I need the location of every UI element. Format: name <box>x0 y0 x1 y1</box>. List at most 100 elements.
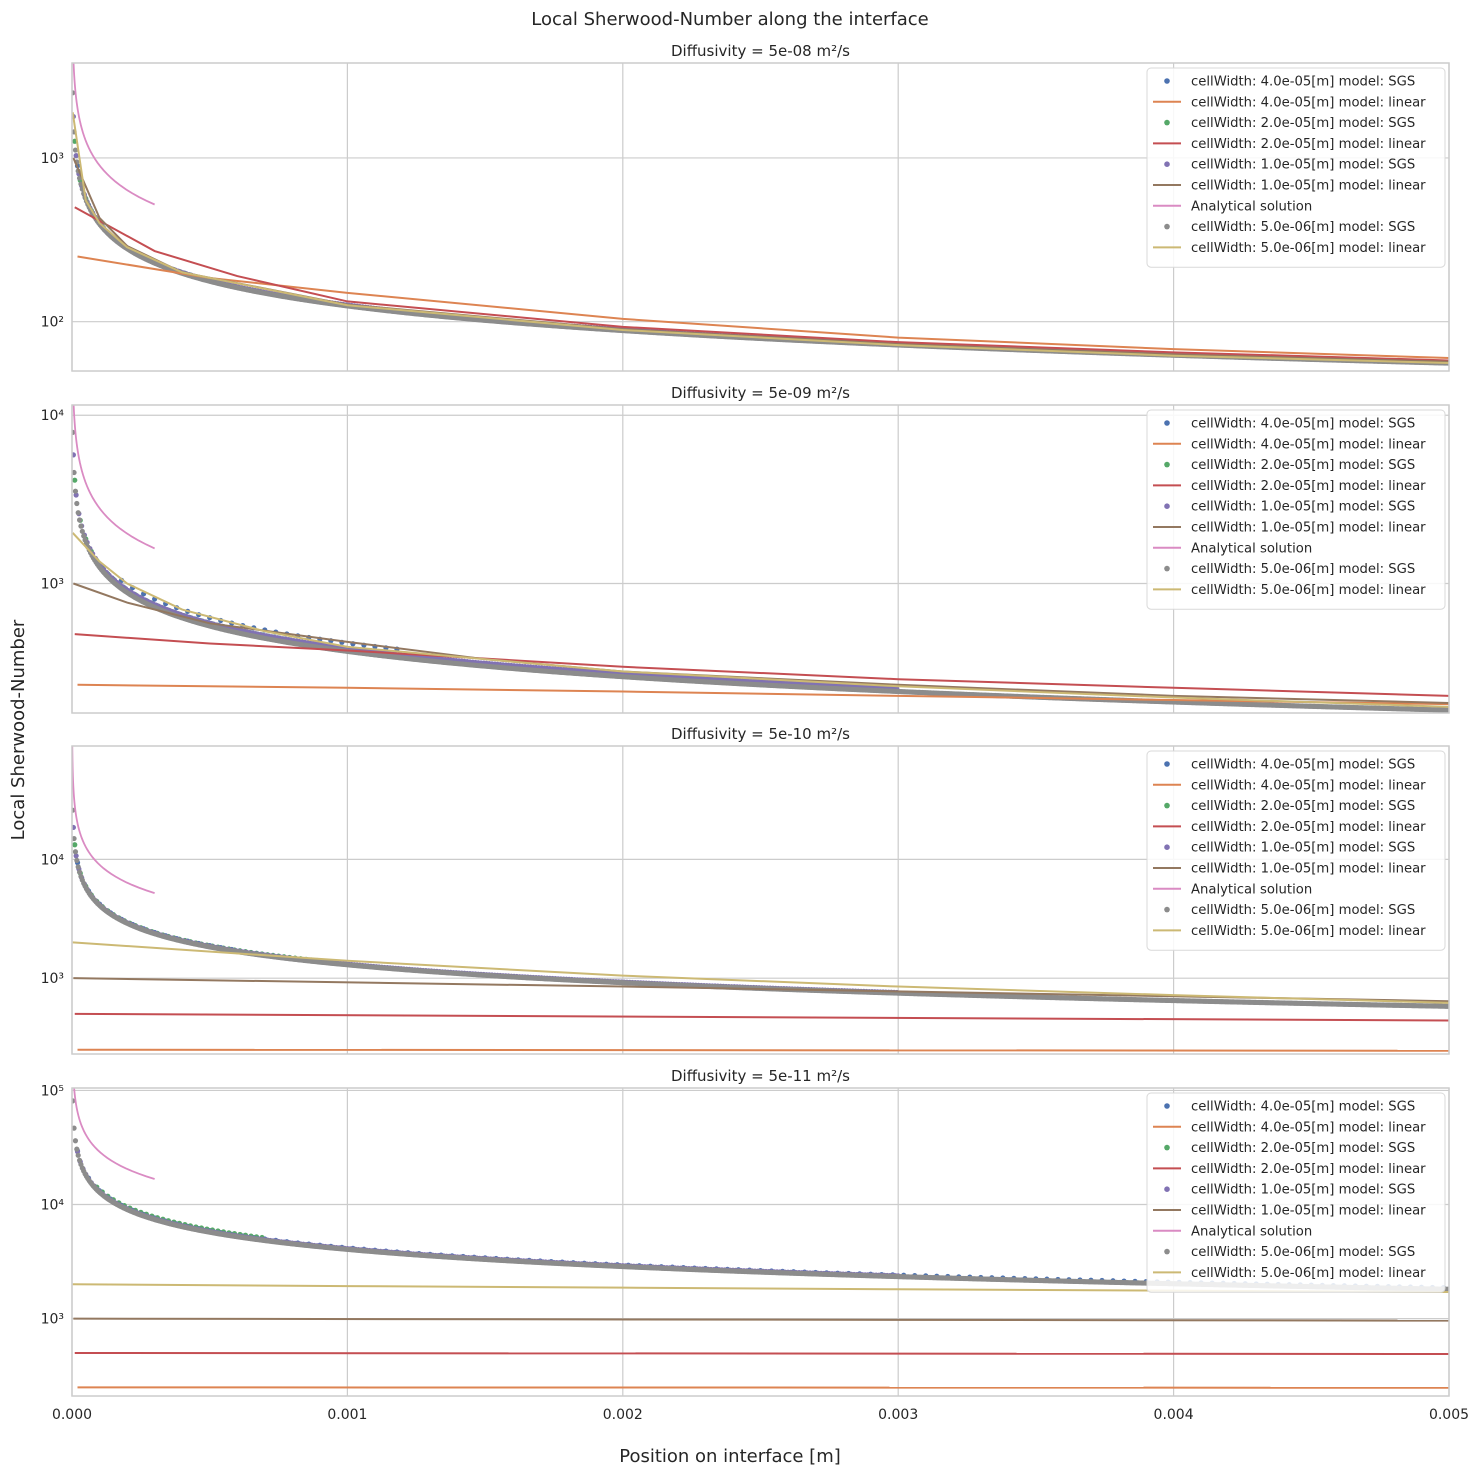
plot-area <box>72 63 1449 366</box>
marker-point <box>72 835 77 842</box>
y-axis-label: Local Sherwood-Number <box>8 619 29 840</box>
legend-label: cellWidth: 1.0e-05[m] model: linear <box>1191 521 1426 536</box>
legend-marker <box>1164 78 1170 84</box>
legend-marker <box>1164 420 1170 426</box>
axes-frame <box>71 62 1450 372</box>
legend-box <box>1146 67 1446 268</box>
legend-box <box>1146 409 1446 610</box>
y-tick-label: 10⁵ <box>41 1083 64 1099</box>
legend-marker <box>1164 844 1170 850</box>
series-markers <box>72 452 900 692</box>
legend-label: Analytical solution <box>1191 199 1312 214</box>
legend-marker <box>1164 761 1170 767</box>
panel-3: Diffusivity = 5e-10 m²/s10³10⁴cellWidth:… <box>41 725 1450 1055</box>
legend-marker <box>1164 906 1170 913</box>
x-axis-label: Position on interface [m] <box>619 1446 841 1467</box>
legend-marker <box>1164 503 1170 510</box>
series-line <box>72 112 1449 364</box>
series-line <box>72 941 1449 1004</box>
marker-point <box>1445 707 1449 713</box>
axes-frame <box>71 404 1450 714</box>
marker-point <box>1445 1003 1449 1009</box>
plot-area <box>72 746 1449 1052</box>
legend-label: cellWidth: 2.0e-05[m] model: SGS <box>1191 116 1415 131</box>
marker-point <box>75 510 81 516</box>
legend-label: cellWidth: 2.0e-05[m] model: SGS <box>1191 799 1415 814</box>
legend-label: cellWidth: 5.0e-06[m] model: SGS <box>1191 562 1415 577</box>
series-markers <box>72 824 900 996</box>
marker-point <box>74 500 80 507</box>
series-line <box>73 977 1449 1003</box>
legend-label: cellWidth: 4.0e-05[m] model: SGS <box>1191 417 1415 432</box>
legend-marker <box>1164 223 1170 230</box>
legend: cellWidth: 4.0e-05[m] model: SGS cellWidt… <box>1146 750 1446 951</box>
marker-point <box>75 864 81 870</box>
y-tick-label: 10³ <box>41 576 64 592</box>
legend-label: cellWidth: 5.0e-06[m] model: linear <box>1191 583 1426 598</box>
series-markers <box>72 429 1449 713</box>
legend-label: cellWidth: 2.0e-05[m] model: SGS <box>1191 458 1415 473</box>
legend-marker <box>1164 461 1170 468</box>
legend-label: cellWidth: 5.0e-06[m] model: linear <box>1191 924 1426 939</box>
series-line <box>74 633 1449 697</box>
y-tick-label: 10⁴ <box>41 408 65 424</box>
marker-point <box>81 533 87 539</box>
marker-point <box>72 488 79 494</box>
legend-label: cellWidth: 5.0e-06[m] model: SGS <box>1191 220 1415 235</box>
marker-point <box>72 1125 77 1131</box>
marker-point <box>75 1152 81 1158</box>
marker-point <box>72 842 78 848</box>
y-tick-label: 10² <box>41 315 64 331</box>
legend-label: cellWidth: 1.0e-05[m] model: SGS <box>1191 841 1415 856</box>
legend-label: cellWidth: 2.0e-05[m] model: linear <box>1191 479 1426 494</box>
legend-label: cellWidth: 4.0e-05[m] model: linear <box>1191 437 1426 452</box>
panel-title: Diffusivity = 5e-11 m²/s <box>671 1067 850 1085</box>
legend-marker <box>1164 119 1170 126</box>
y-tick-label: 10³ <box>41 151 64 167</box>
series-markers <box>72 807 1449 1009</box>
series-line <box>77 1048 1449 1052</box>
legend-marker <box>1164 802 1170 809</box>
legend-label: cellWidth: 5.0e-06[m] model: linear <box>1191 241 1426 256</box>
marker-point <box>79 528 85 534</box>
legend-label: cellWidth: 4.0e-05[m] model: SGS <box>1191 758 1415 773</box>
series-markers <box>72 113 900 347</box>
legend-label: Analytical solution <box>1191 882 1312 897</box>
marker-point <box>74 1146 80 1152</box>
marker-point <box>72 477 78 483</box>
x-tick-label: 0.001 <box>327 1407 367 1423</box>
legend-label: cellWidth: 1.0e-05[m] model: linear <box>1191 179 1426 194</box>
x-tick-label: 0.003 <box>878 1407 918 1423</box>
marker-point <box>73 153 79 159</box>
marker-point <box>78 523 84 529</box>
marker-point <box>72 90 76 96</box>
analytical-line <box>72 746 155 895</box>
y-tick-label: 10⁴ <box>41 1198 65 1214</box>
x-tick-label: 0.000 <box>52 1407 92 1423</box>
legend-label: cellWidth: 2.0e-05[m] model: linear <box>1191 137 1426 152</box>
legend-label: cellWidth: 4.0e-05[m] model: linear <box>1191 95 1426 110</box>
marker-point <box>73 853 79 859</box>
x-tick-label: 0.002 <box>603 1407 643 1423</box>
legend-marker <box>1164 565 1170 572</box>
marker-point <box>76 869 83 875</box>
series-markers <box>94 1184 265 1241</box>
legend-label: cellWidth: 4.0e-05[m] model: linear <box>1191 778 1426 793</box>
x-tick-label: 0.005 <box>1429 1407 1469 1423</box>
series-line <box>74 1012 1449 1022</box>
analytical-line <box>72 405 155 550</box>
plot-area <box>72 405 1449 713</box>
legend-label: cellWidth: 1.0e-05[m] model: SGS <box>1191 158 1415 173</box>
series-line <box>74 206 1449 362</box>
panel-title: Diffusivity = 5e-08 m²/s <box>671 42 850 60</box>
legend-label: cellWidth: 1.0e-05[m] model: SGS <box>1191 500 1415 515</box>
x-tick-label: 0.004 <box>1154 1407 1194 1423</box>
y-tick-label: 10³ <box>41 971 64 987</box>
legend-label: cellWidth: 1.0e-05[m] model: linear <box>1191 862 1426 877</box>
legend-label: cellWidth: 2.0e-05[m] model: linear <box>1191 820 1426 835</box>
marker-point <box>76 1157 83 1163</box>
marker-point <box>72 849 79 855</box>
analytical-line <box>72 63 155 206</box>
legend-marker <box>1164 161 1170 167</box>
